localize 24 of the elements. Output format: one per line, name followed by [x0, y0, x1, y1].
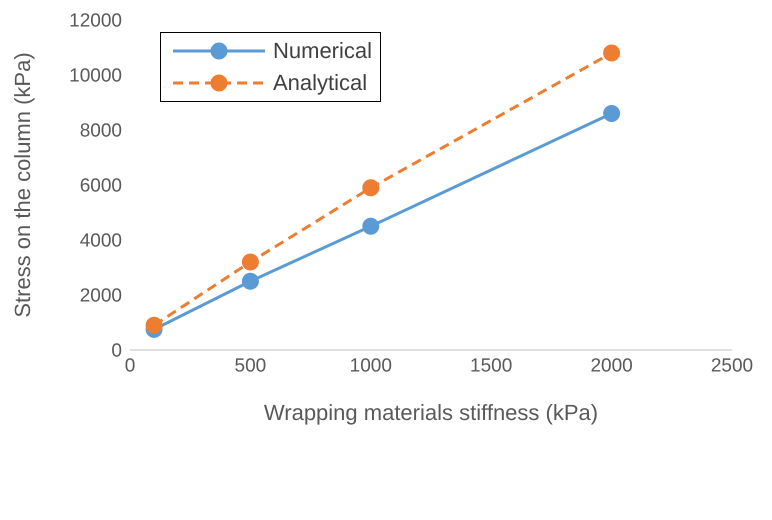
point — [362, 218, 380, 235]
point — [603, 105, 620, 122]
legend-label: Numerical — [273, 38, 372, 64]
y-tick-label: 8000 — [80, 120, 122, 142]
y-tick-label: 4000 — [80, 230, 122, 252]
x-tick-label: 1500 — [470, 355, 512, 376]
y-tick-label: 2000 — [80, 286, 122, 307]
y-tick-label: 10000 — [69, 66, 122, 87]
point — [362, 179, 380, 196]
x-tick-label: 2000 — [590, 355, 633, 376]
x-tick-label: 1000 — [350, 355, 392, 376]
point — [242, 272, 259, 290]
x-tick-label: 0 — [124, 355, 136, 376]
x-tick-label: 500 — [234, 355, 266, 376]
x-tick-label: 2500 — [710, 355, 754, 376]
point — [242, 254, 259, 270]
point — [603, 44, 620, 62]
y-tick-label: 0 — [111, 340, 122, 362]
y-tick-label: 6000 — [80, 176, 122, 197]
y-axis-title: Stress on the column (kPa) — [10, 52, 35, 318]
legend-label: Analytical — [273, 70, 368, 96]
y-tick-label: 12000 — [69, 10, 122, 32]
x-axis-title: Wrapping materials stiffness (kPa) — [264, 400, 598, 425]
point — [146, 316, 163, 334]
